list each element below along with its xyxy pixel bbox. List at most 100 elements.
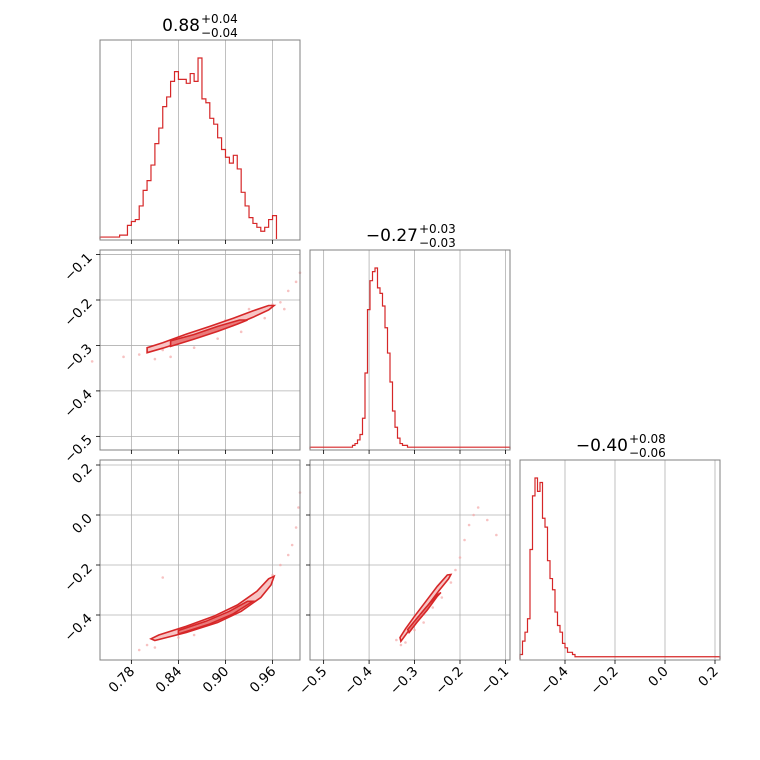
contour-inner-p0-p2 xyxy=(177,600,256,636)
title-p1-minus: −0.03 xyxy=(419,236,456,250)
scatter-point xyxy=(279,563,282,567)
scatter-point xyxy=(145,643,149,647)
y-tick-label: −0.2 xyxy=(61,296,95,330)
yticks-p1: −0.5 −0.4 −0.3 −0.2 −0.1 xyxy=(61,250,100,466)
scatter-p0-p1 xyxy=(90,271,302,363)
hist-panel-p0: 0.88 +0.04 −0.04 xyxy=(99,12,301,244)
y-tick-label: −0.5 xyxy=(61,432,95,466)
frame-h0 xyxy=(99,39,301,241)
scatter-point xyxy=(290,543,294,547)
grid-s21 xyxy=(310,460,510,660)
scatter-point xyxy=(122,355,125,359)
scatter-point xyxy=(247,307,251,311)
scatter-point xyxy=(153,357,157,361)
scatter-point xyxy=(90,360,94,363)
x-tick-label: −0.4 xyxy=(537,664,571,698)
grid-h2 xyxy=(564,460,716,660)
scatter-point xyxy=(395,638,398,642)
y-tick-label: −0.2 xyxy=(61,561,95,595)
scatter-point xyxy=(454,568,457,572)
scatter-point xyxy=(283,307,286,311)
y-tick-label: 0.0 xyxy=(69,511,96,538)
title-p0: 0.88 xyxy=(162,16,200,36)
title-p2-plus: +0.08 xyxy=(629,432,666,446)
scatter-point xyxy=(177,636,180,639)
scatter-point xyxy=(286,553,290,557)
scatter-point xyxy=(463,538,466,542)
scatter-point xyxy=(467,523,471,527)
x-tick-label: −0.5 xyxy=(296,664,330,698)
frame-h2 xyxy=(519,459,721,661)
hist-panel-p1: −0.27 +0.03 −0.03 xyxy=(309,222,511,454)
xticks-h1 xyxy=(323,450,506,454)
x-tick-label: −0.2 xyxy=(587,664,621,698)
hist-panel-p2: −0.4 −0.2 0.0 0.2 −0.40 +0.08 −0.06 xyxy=(519,432,722,698)
histogram-p2 xyxy=(519,477,721,659)
scatter-point xyxy=(279,300,282,304)
y-tick-label: −0.4 xyxy=(61,386,95,420)
scatter-point xyxy=(485,518,489,522)
scatter-point xyxy=(449,581,453,584)
histogram-p1 xyxy=(309,267,511,449)
scatter-p1-p2 xyxy=(395,506,498,647)
scatter-point xyxy=(169,355,172,359)
frame-s21 xyxy=(309,459,511,661)
xticks-p0: 0.78 0.84 0.90 0.96 xyxy=(106,660,280,697)
x-tick-label: −0.3 xyxy=(387,664,421,698)
x-tick-label: 0.2 xyxy=(695,664,722,691)
scatter-point xyxy=(192,633,196,637)
x-tick-label: 0.0 xyxy=(645,664,672,691)
scatter-point xyxy=(422,621,425,624)
scatter-point xyxy=(286,289,290,293)
x-tick-label: 0.78 xyxy=(106,664,139,697)
scatter-point xyxy=(404,641,407,644)
title-p1-plus: +0.03 xyxy=(419,222,456,236)
yticks-p2: −0.4−0.20.00.2 xyxy=(61,461,100,645)
xticks-s10 xyxy=(130,450,273,454)
scatter-point xyxy=(472,513,475,517)
pair-panel-p0-p2: 0.78 0.84 0.90 0.96 −0.4−0.20.00.2 xyxy=(61,459,302,697)
scatter-point xyxy=(161,576,165,579)
scatter-point xyxy=(440,596,444,599)
xticks-h0 xyxy=(130,240,273,244)
scatter-point xyxy=(495,533,498,537)
yticks-s21 xyxy=(306,464,310,616)
scatter-point xyxy=(297,506,300,509)
x-tick-label: 0.96 xyxy=(247,664,280,697)
xticks-p1: −0.5 −0.4 −0.3 −0.2 −0.1 xyxy=(296,660,512,698)
pair-panel-p0-p1: −0.5 −0.4 −0.3 −0.2 −0.1 xyxy=(61,249,302,466)
scatter-point xyxy=(271,573,274,577)
y-tick-label: −0.1 xyxy=(61,250,95,284)
scatter-point xyxy=(263,316,267,320)
title-p2: −0.40 xyxy=(576,436,628,456)
scatter-point xyxy=(413,628,416,632)
grid-s20 xyxy=(100,460,300,660)
title-p0-minus: −0.04 xyxy=(201,26,238,40)
x-tick-label: 0.90 xyxy=(200,664,233,697)
scatter-point xyxy=(137,353,141,356)
frame-s10 xyxy=(99,249,301,451)
grid-s10 xyxy=(100,250,300,450)
frame-h1 xyxy=(309,249,511,451)
contour-inner-p1-p2 xyxy=(406,591,442,635)
contour-outer-p0-p2 xyxy=(149,574,276,642)
scatter-point xyxy=(239,330,243,334)
y-tick-label: −0.3 xyxy=(61,341,95,375)
frame-s20 xyxy=(99,459,301,661)
title-p0-plus: +0.04 xyxy=(201,12,238,26)
contour-inner-p0-p1 xyxy=(169,319,248,348)
scatter-point xyxy=(161,348,165,352)
grid-h1 xyxy=(323,250,506,450)
scatter-point xyxy=(137,648,141,652)
y-tick-label: −0.4 xyxy=(61,611,95,645)
xticks-p2: −0.4 −0.2 0.0 0.2 xyxy=(537,660,722,698)
scatter-point xyxy=(476,506,480,509)
x-tick-label: −0.4 xyxy=(341,664,375,698)
title-p1: −0.27 xyxy=(366,226,418,246)
scatter-point xyxy=(153,646,157,649)
scatter-point xyxy=(216,337,219,340)
title-p2-minus: −0.06 xyxy=(629,446,666,460)
scatter-point xyxy=(294,526,298,529)
scatter-point xyxy=(192,346,196,350)
